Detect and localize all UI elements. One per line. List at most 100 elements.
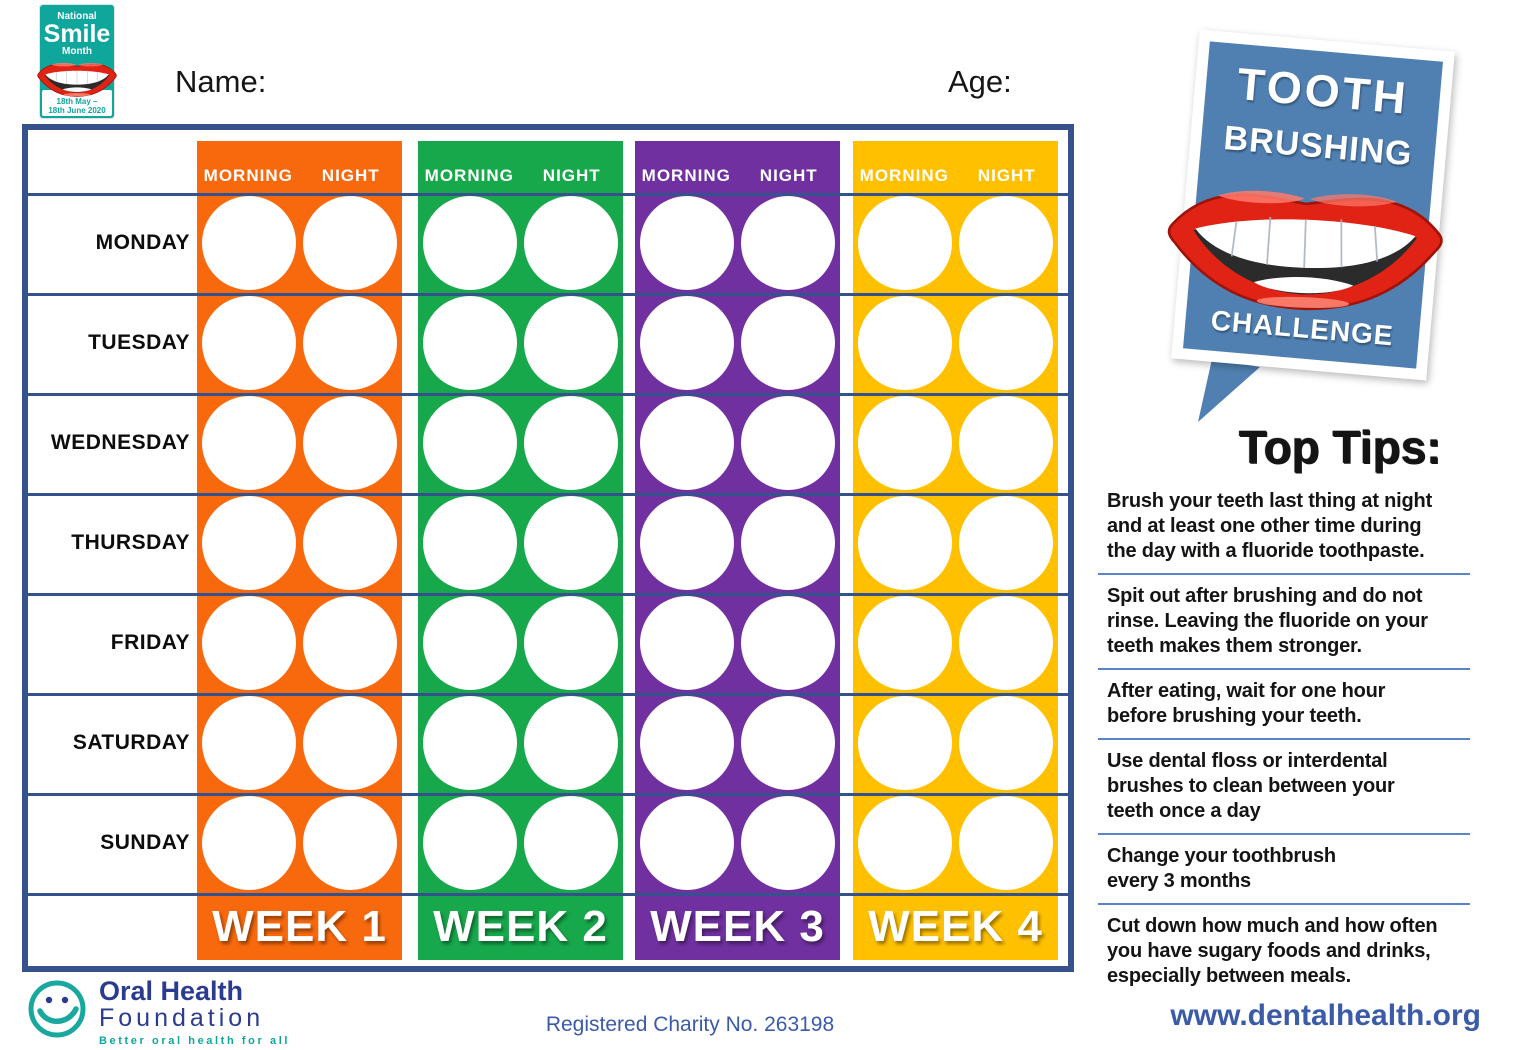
brush-mark-circle[interactable] (959, 696, 1053, 790)
brush-mark-circle[interactable] (202, 596, 296, 690)
week2-footer-label: WEEK 2 (433, 901, 608, 951)
brush-mark-circle[interactable] (303, 596, 397, 690)
tip-divider (1098, 668, 1470, 670)
tip-divider (1098, 833, 1470, 835)
brush-mark-circle[interactable] (202, 196, 296, 290)
brush-mark-circle[interactable] (202, 396, 296, 490)
week3-column: MORNING NIGHT WEEK 3 (635, 141, 840, 960)
brush-mark-circle[interactable] (423, 396, 517, 490)
week2-monday-cell (418, 193, 623, 293)
brush-mark-circle[interactable] (423, 596, 517, 690)
brush-mark-circle[interactable] (640, 696, 734, 790)
brush-mark-circle[interactable] (423, 696, 517, 790)
brushing-tracker-grid: MONDAY TUESDAY WEDNESDAY THURSDAY FRIDAY… (22, 124, 1074, 972)
week4-footer-label: WEEK 4 (868, 901, 1043, 951)
brush-mark-circle[interactable] (303, 796, 397, 890)
brush-mark-circle[interactable] (202, 696, 296, 790)
day-row-label-thursday: THURSDAY (71, 531, 190, 554)
brush-mark-circle[interactable] (303, 396, 397, 490)
brush-mark-circle[interactable] (858, 596, 952, 690)
nsm-national-label: National (57, 11, 97, 22)
brush-mark-circle[interactable] (741, 796, 835, 890)
brush-mark-circle[interactable] (959, 596, 1053, 690)
registered-charity-label: Registered Charity No. 263198 (545, 1013, 835, 1036)
brush-mark-circle[interactable] (741, 396, 835, 490)
week1-friday-cell (197, 593, 402, 693)
brush-mark-circle[interactable] (202, 496, 296, 590)
night-header-label: NIGHT (977, 166, 1036, 185)
brush-mark-circle[interactable] (202, 796, 296, 890)
week3-footer-label: WEEK 3 (650, 901, 825, 951)
brush-mark-circle[interactable] (524, 596, 618, 690)
row-divider (28, 193, 1068, 196)
brush-mark-circle[interactable] (423, 196, 517, 290)
brush-mark-circle[interactable] (303, 696, 397, 790)
week4-column: MORNING NIGHT WEEK 4 (853, 141, 1058, 960)
brush-mark-circle[interactable] (202, 296, 296, 390)
brush-mark-circle[interactable] (640, 196, 734, 290)
brush-mark-circle[interactable] (858, 496, 952, 590)
brush-mark-circle[interactable] (524, 296, 618, 390)
brush-mark-circle[interactable] (423, 496, 517, 590)
week3-friday-cell (635, 593, 840, 693)
age-field-label: Age: (948, 64, 1012, 99)
brush-mark-circle[interactable] (524, 796, 618, 890)
brush-mark-circle[interactable] (640, 296, 734, 390)
brush-mark-circle[interactable] (959, 296, 1053, 390)
brush-mark-circle[interactable] (959, 196, 1053, 290)
week1-footer-label: WEEK 1 (212, 901, 387, 951)
brush-mark-circle[interactable] (741, 196, 835, 290)
brush-mark-circle[interactable] (640, 396, 734, 490)
brush-mark-circle[interactable] (858, 696, 952, 790)
ohf-logo-text: Oral Health Foundation Better oral healt… (99, 978, 290, 1048)
name-field-label: Name: (175, 64, 267, 99)
smiley-face-icon (25, 976, 89, 1040)
brush-mark-circle[interactable] (858, 396, 952, 490)
nsm-logo-text: National Smile Month (40, 5, 114, 57)
week3-thursday-cell (635, 493, 840, 593)
brush-mark-circle[interactable] (524, 396, 618, 490)
week4-friday-cell (853, 593, 1058, 693)
brush-mark-circle[interactable] (959, 496, 1053, 590)
week3-saturday-cell (635, 693, 840, 793)
brush-mark-circle[interactable] (741, 596, 835, 690)
week1-column: MORNING NIGHT WEEK 1 (197, 141, 402, 960)
brush-mark-circle[interactable] (524, 496, 618, 590)
day-row-label-tuesday: TUESDAY (88, 331, 190, 354)
week1-thursday-cell (197, 493, 402, 593)
brush-mark-circle[interactable] (640, 596, 734, 690)
week1-tuesday-cell (197, 293, 402, 393)
week3-sunday-cell (635, 793, 840, 893)
brush-mark-circle[interactable] (858, 196, 952, 290)
brush-mark-circle[interactable] (640, 496, 734, 590)
week4-tuesday-cell (853, 293, 1058, 393)
week3-tuesday-cell (635, 293, 840, 393)
brush-mark-circle[interactable] (423, 296, 517, 390)
morning-header-label: MORNING (203, 166, 293, 185)
brush-mark-circle[interactable] (741, 496, 835, 590)
tip-item: Cut down how much and how often you have… (1107, 915, 1438, 987)
brush-mark-circle[interactable] (959, 796, 1053, 890)
brush-mark-circle[interactable] (524, 196, 618, 290)
brush-mark-circle[interactable] (524, 696, 618, 790)
week2-header: MORNING NIGHT (418, 141, 623, 193)
top-tips-heading: Top Tips: (1238, 421, 1442, 473)
brush-mark-circle[interactable] (423, 796, 517, 890)
week2-column: MORNING NIGHT WEEK 2 (418, 141, 623, 960)
website-link[interactable]: www.dentalhealth.org (1170, 999, 1481, 1032)
brush-mark-circle[interactable] (303, 496, 397, 590)
national-smile-month-logo: National Smile Month 18th May – 18th Jun… (40, 5, 114, 118)
brush-mark-circle[interactable] (858, 796, 952, 890)
row-divider (28, 293, 1068, 296)
brush-mark-circle[interactable] (741, 296, 835, 390)
week1-monday-cell (197, 193, 402, 293)
brush-mark-circle[interactable] (640, 796, 734, 890)
brush-mark-circle[interactable] (959, 396, 1053, 490)
brush-mark-circle[interactable] (858, 296, 952, 390)
badge-brushing-label: BRUSHING (1222, 119, 1415, 174)
brush-mark-circle[interactable] (741, 696, 835, 790)
brush-mark-circle[interactable] (303, 296, 397, 390)
week4-header: MORNING NIGHT (853, 141, 1058, 193)
brush-mark-circle[interactable] (303, 196, 397, 290)
day-row-label-friday: FRIDAY (110, 631, 190, 654)
